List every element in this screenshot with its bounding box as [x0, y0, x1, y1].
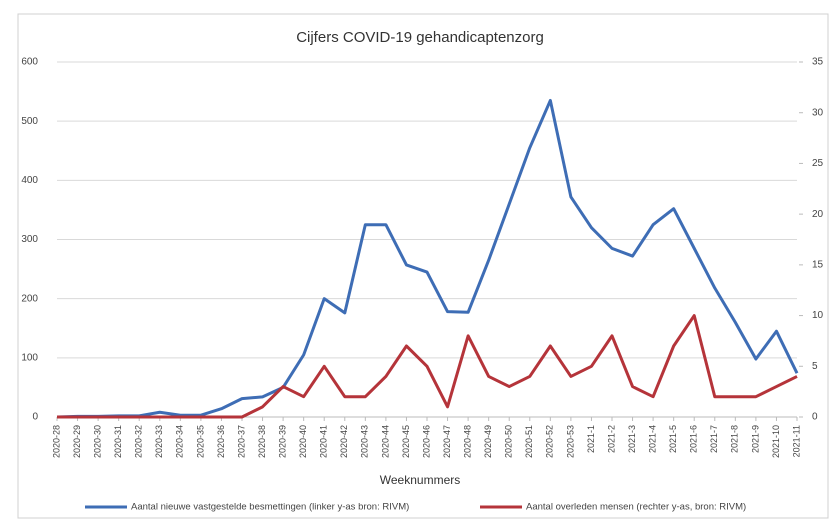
x-tick-label: 2020-44: [380, 425, 390, 458]
x-tick-label: 2020-48: [462, 425, 472, 458]
x-tick-label: 2021-8: [730, 425, 740, 453]
x-tick-label: 2021-11: [791, 425, 801, 457]
x-tick-label: 2020-39: [277, 425, 287, 458]
y2-tick-label: 15: [812, 259, 824, 270]
chart-frame: [17, 13, 829, 519]
x-tick-label: 2020-34: [175, 425, 185, 458]
x-tick-label: 2020-29: [72, 425, 82, 458]
x-tick-label: 2020-40: [298, 425, 308, 458]
x-tick-label: 2020-33: [154, 425, 164, 458]
x-tick-label: 2020-36: [216, 425, 226, 458]
y2-tick-label: 35: [812, 57, 824, 68]
x-tick-label: 2021-3: [627, 425, 637, 453]
y2-tick-label: 5: [812, 361, 818, 372]
x-tick-label: 2020-32: [134, 425, 144, 458]
x-tick-label: 2021-2: [606, 425, 616, 453]
data-line: [57, 314, 798, 419]
y2-tick-label: 30: [812, 107, 824, 118]
y2-tick-label: 0: [812, 412, 818, 423]
y-tick-label: 100: [21, 352, 38, 363]
y2-tick-label: 10: [812, 310, 824, 321]
x-tick-label: 2021-4: [647, 425, 657, 453]
y2-tick-label: 25: [812, 158, 824, 169]
x-tick-label: 2021-10: [771, 425, 781, 458]
y-tick-label: 500: [21, 116, 38, 127]
x-tick-label: 2020-28: [51, 425, 61, 458]
x-tick-label: 2020-51: [524, 425, 534, 458]
y2-tick-label: 20: [812, 209, 824, 220]
x-tick-label: 2021-9: [750, 425, 760, 453]
x-tick-label: 2020-49: [483, 425, 493, 458]
x-tick-label: 2020-35: [195, 425, 205, 458]
y-tick-label: 600: [21, 57, 38, 68]
x-tick-label: 2021-1: [586, 425, 596, 453]
y-tick-label: 400: [21, 175, 38, 186]
x-tick-label: 2020-50: [504, 425, 514, 458]
x-tick-label: 2020-45: [401, 425, 411, 458]
x-tick-label: 2020-37: [236, 425, 246, 458]
data-line: [56, 98, 799, 419]
x-tick-label: 2021-5: [668, 425, 678, 453]
x-tick-label: 2020-43: [360, 425, 370, 458]
x-tick-label: 2020-46: [421, 425, 431, 458]
chart-title: Cijfers COVID-19 gehandicaptenzorg: [296, 29, 544, 46]
x-tick-label: 2020-42: [339, 425, 349, 458]
x-tick-label: 2021-6: [689, 425, 699, 453]
x-tick-label: 2020-52: [545, 425, 555, 458]
x-tick-label: 2020-38: [257, 425, 267, 458]
y-tick-label: 200: [21, 293, 38, 304]
y-tick-label: 0: [32, 412, 38, 423]
x-tick-label: 2020-30: [92, 425, 102, 458]
x-tick-label: 2020-41: [319, 425, 329, 458]
x-axis-title: Weeknummers: [380, 473, 460, 487]
x-tick-label: 2020-53: [565, 425, 575, 458]
x-tick-label: 2020-31: [113, 425, 123, 458]
x-tick-label: 2020-47: [442, 425, 452, 458]
legend-label: Aantal overleden mensen (rechter y-as, b…: [526, 502, 746, 513]
x-tick-label: 2021-7: [709, 425, 719, 453]
y-tick-label: 300: [21, 234, 38, 245]
legend-label: Aantal nieuwe vastgestelde besmettingen …: [131, 502, 409, 513]
